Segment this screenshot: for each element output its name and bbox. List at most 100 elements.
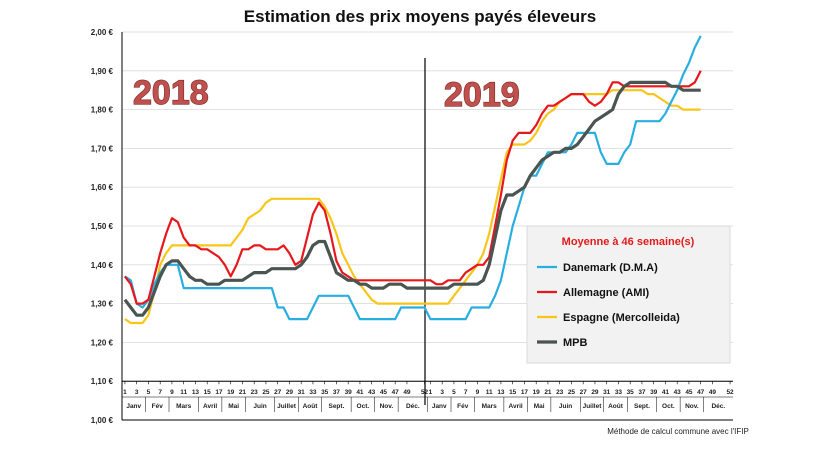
month-label: Déc. — [406, 403, 420, 410]
x-tick-label: 49 — [709, 389, 717, 396]
x-tick-label: 1 — [123, 389, 127, 396]
x-tick-label: 1 — [429, 389, 433, 396]
x-tick-label: 45 — [380, 389, 388, 396]
x-tick-label: 43 — [368, 389, 376, 396]
y-tick-label: 1,40 € — [91, 261, 114, 270]
x-tick-label: 33 — [615, 389, 623, 396]
x-tick-label: 39 — [345, 389, 353, 396]
month-label: Janv — [126, 403, 141, 410]
month-label: Août — [303, 403, 319, 410]
x-tick-label: 33 — [309, 389, 317, 396]
month-label: Déc. — [711, 403, 725, 410]
month-label: Juillet — [277, 403, 297, 410]
month-label: Nov. — [380, 403, 394, 410]
x-tick-label: 17 — [521, 389, 529, 396]
legend: Moyenne à 46 semaine(s) Danemark (D.M.A)… — [526, 225, 731, 364]
x-tick-label: 47 — [697, 389, 705, 396]
x-tick-label: 31 — [298, 389, 306, 396]
month-label: Août — [608, 403, 624, 410]
month-label: Avril — [509, 403, 523, 410]
y-tick-label: 1,70 € — [91, 144, 114, 153]
x-tick-label: 27 — [580, 389, 588, 396]
x-tick-label: 19 — [533, 389, 541, 396]
month-label: Oct. — [357, 403, 370, 410]
x-tick-label: 35 — [321, 389, 329, 396]
x-tick-label: 37 — [638, 389, 646, 396]
year-label-2018: 2018 — [133, 74, 209, 112]
y-tick-label: 1,00 € — [91, 416, 114, 425]
x-tick-label: 13 — [497, 389, 505, 396]
x-tick-label: 23 — [251, 389, 259, 396]
month-label: Mai — [228, 403, 239, 410]
x-tick-label: 23 — [556, 389, 564, 396]
month-label: Janv — [432, 403, 447, 410]
x-tick-label: 52 — [726, 389, 734, 396]
month-label: Juin — [559, 403, 572, 410]
legend-items: Danemark (D.M.A) Allemagne (AMI) Espagne (… — [537, 262, 680, 349]
legend-title: Moyenne à 46 semaine(s) — [562, 236, 695, 248]
y-tick-label: 1,10 € — [91, 377, 114, 386]
month-label: Oct. — [662, 403, 675, 410]
x-tick-label: 3 — [135, 389, 139, 396]
x-axis: 1 3 5 7 9 11 13 15 17 19 21 23 25 27 29 31 33 35 37 39 41 43 4… — [122, 380, 734, 398]
month-label: Nov. — [685, 403, 699, 410]
x-tick-label: 45 — [685, 389, 693, 396]
x-tick-label: 15 — [509, 389, 517, 396]
series-lines — [123, 35, 702, 325]
series-line — [124, 35, 702, 321]
x-tick-label: 15 — [204, 389, 212, 396]
legend-label: Danemark (D.M.A) — [563, 262, 658, 274]
month-labels: Janv Fév Mars Avril Mai Juin Juillet Août Sept. O… — [121, 397, 725, 412]
x-tick-label: 29 — [286, 389, 294, 396]
legend-box — [526, 225, 731, 364]
x-tick-label: 31 — [603, 389, 611, 396]
x-tick-label: 17 — [215, 389, 223, 396]
y-tick-label: 1,30 € — [91, 300, 114, 309]
y-tick-label: 2,00 € — [91, 28, 114, 37]
month-label: Sept. — [328, 403, 344, 410]
x-tick-label: 5 — [452, 389, 456, 396]
chart-title: Estimation des prix moyens payés éleveur… — [244, 7, 596, 26]
x-tick-label: 37 — [333, 389, 341, 396]
month-label: Fév — [152, 403, 164, 410]
x-tick-label: 25 — [262, 389, 270, 396]
x-tick-label: 27 — [274, 389, 282, 396]
x-tick-label: 21 — [544, 389, 552, 396]
x-tick-label: 47 — [392, 389, 400, 396]
year-label-2019: 2019 — [444, 76, 520, 114]
x-tick-label: 41 — [662, 389, 670, 396]
x-tick-label: 5 — [147, 389, 151, 396]
x-tick-label: 11 — [180, 389, 187, 396]
x-tick-label: 9 — [170, 389, 174, 396]
month-label: Avril — [203, 403, 217, 410]
x-tick-label: 11 — [486, 389, 493, 396]
month-label: Mai — [534, 403, 545, 410]
series-line — [123, 80, 701, 317]
y-tick-label: 1,60 € — [91, 183, 114, 192]
y-tick-label: 1,20 € — [91, 338, 114, 347]
month-label: Fév — [457, 403, 469, 410]
x-tick-label: 43 — [674, 389, 682, 396]
y-tick-label: 1,90 € — [91, 67, 114, 76]
x-tick-label: 21 — [239, 389, 247, 396]
x-tick-label: 19 — [227, 389, 235, 396]
series-line — [124, 70, 702, 305]
x-tick-label: 13 — [192, 389, 200, 396]
x-tick-label: 3 — [440, 389, 444, 396]
x-tick-label: 7 — [158, 389, 162, 396]
x-tick-label: 49 — [403, 389, 411, 396]
x-tick-label: 25 — [568, 389, 576, 396]
month-label: Mars — [482, 403, 498, 410]
legend-label: MPB — [563, 337, 588, 349]
y-axis-ticks: 1,00 € 1,10 € 1,20 € 1,30 € 1,40 € 1,50 € 1,60… — [91, 28, 114, 425]
series-line — [124, 89, 701, 325]
month-label: Juin — [253, 403, 266, 410]
month-label: Sept. — [634, 403, 650, 410]
x-tick-label: 39 — [650, 389, 658, 396]
legend-label: Allemagne (AMI) — [563, 287, 650, 299]
month-label: Juillet — [583, 403, 603, 410]
month-label: Mars — [176, 403, 192, 410]
y-tick-label: 1,80 € — [91, 106, 114, 115]
x-tick-label: 7 — [464, 389, 468, 396]
